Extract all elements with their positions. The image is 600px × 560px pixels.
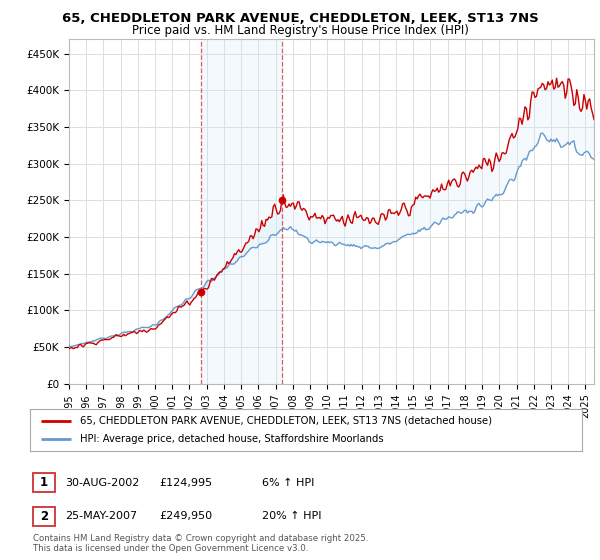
Text: HPI: Average price, detached house, Staffordshire Moorlands: HPI: Average price, detached house, Staf… bbox=[80, 434, 383, 444]
Text: 65, CHEDDLETON PARK AVENUE, CHEDDLETON, LEEK, ST13 7NS: 65, CHEDDLETON PARK AVENUE, CHEDDLETON, … bbox=[62, 12, 538, 25]
Text: £249,950: £249,950 bbox=[160, 511, 213, 521]
Text: 25-MAY-2007: 25-MAY-2007 bbox=[65, 511, 137, 521]
Text: £124,995: £124,995 bbox=[160, 478, 213, 488]
Text: 20% ↑ HPI: 20% ↑ HPI bbox=[262, 511, 321, 521]
Text: 6% ↑ HPI: 6% ↑ HPI bbox=[262, 478, 314, 488]
Text: 65, CHEDDLETON PARK AVENUE, CHEDDLETON, LEEK, ST13 7NS (detached house): 65, CHEDDLETON PARK AVENUE, CHEDDLETON, … bbox=[80, 416, 491, 426]
Text: Price paid vs. HM Land Registry's House Price Index (HPI): Price paid vs. HM Land Registry's House … bbox=[131, 24, 469, 36]
Text: 1: 1 bbox=[40, 476, 48, 489]
Text: 2: 2 bbox=[40, 510, 48, 523]
Bar bbox=[201, 39, 282, 384]
Text: 2: 2 bbox=[0, 559, 1, 560]
Text: Contains HM Land Registry data © Crown copyright and database right 2025.
This d: Contains HM Land Registry data © Crown c… bbox=[33, 534, 368, 553]
Text: 30-AUG-2002: 30-AUG-2002 bbox=[65, 478, 140, 488]
Text: 1: 1 bbox=[0, 559, 1, 560]
